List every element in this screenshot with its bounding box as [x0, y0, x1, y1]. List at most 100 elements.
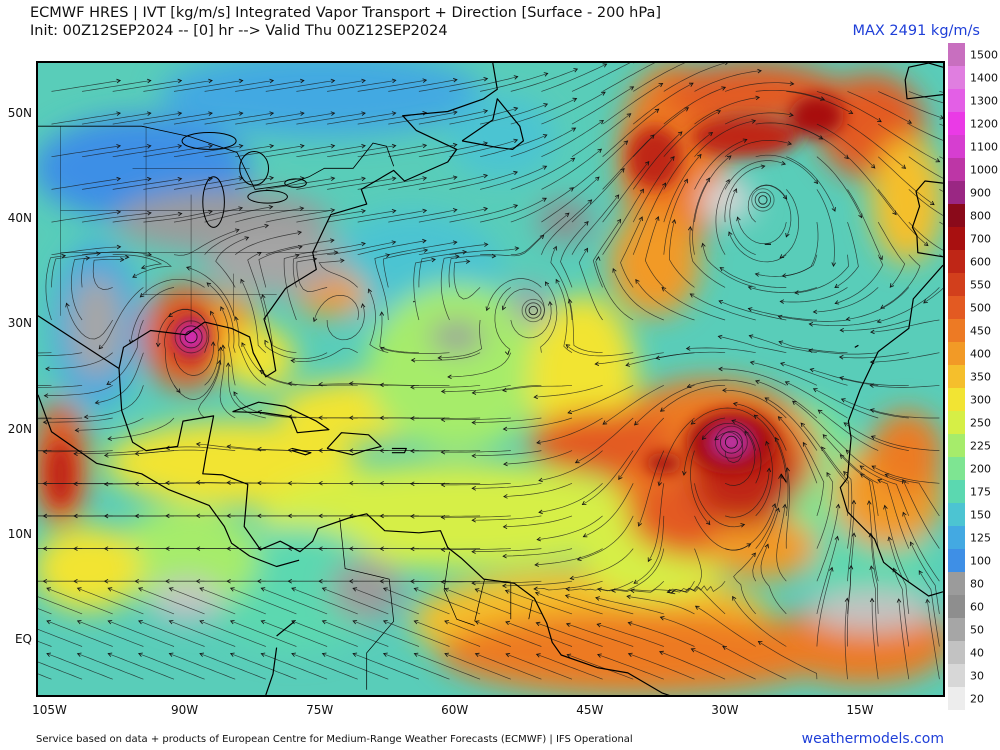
streamline [908, 156, 943, 179]
streamline [143, 145, 213, 158]
streamline-arrow [829, 566, 834, 572]
streamline [725, 468, 770, 518]
brand-link[interactable]: weathermodels.com [801, 731, 944, 747]
colorbar-swatch [948, 526, 965, 549]
extratropical-low-north-atlantic[interactable] [751, 188, 775, 212]
streamline-arrow [413, 620, 419, 625]
streamline-arrow [812, 309, 818, 315]
streamline-arrow [134, 451, 140, 456]
streamline-arrow [256, 513, 262, 519]
streamline [235, 145, 304, 158]
colorbar-tick: 500 [970, 301, 991, 314]
streamline [503, 548, 573, 557]
streamline [634, 384, 695, 426]
streamline [265, 112, 335, 125]
streamline [908, 221, 943, 251]
streamline-arrow [777, 416, 783, 421]
streamline-arrow [409, 448, 415, 454]
streamline-arrow [683, 178, 688, 184]
streamline-arrow [367, 288, 372, 294]
streamline [322, 587, 389, 615]
streamline [45, 352, 113, 370]
streamline [724, 112, 794, 125]
streamline [444, 653, 511, 680]
streamline-arrow [543, 72, 549, 77]
colorbar-swatch [948, 135, 965, 158]
great-lake [181, 132, 237, 150]
streamline-arrow [291, 620, 296, 625]
streamline [441, 548, 511, 550]
colorbar-swatch [948, 204, 965, 227]
streamline-arrow [138, 652, 143, 657]
streamline [755, 185, 792, 237]
streamline [569, 299, 603, 354]
streamline-arrow [587, 199, 593, 204]
streamline-arrow [226, 546, 231, 551]
streamline-arrow [629, 588, 635, 594]
streamline-arrow [379, 513, 384, 519]
streamline [571, 86, 634, 125]
cyclone-subtropical[interactable] [521, 298, 545, 323]
streamline [816, 504, 839, 582]
tropical-cyclone-central-atlantic[interactable] [714, 425, 748, 459]
streamline-arrow [229, 587, 235, 592]
streamline-arrow [870, 164, 876, 169]
streamline-arrow [594, 361, 600, 366]
storm-ring [719, 430, 743, 454]
colorbar-swatch [948, 158, 965, 181]
streamline-arrow [542, 134, 548, 139]
streamline-arrow [208, 78, 213, 84]
streamline-arrow [138, 620, 143, 625]
streamline-arrow [851, 499, 857, 505]
streamline [871, 598, 879, 680]
streamline [157, 308, 205, 347]
streamline-arrow [485, 306, 490, 312]
streamline-arrow [361, 144, 366, 149]
streamline [261, 587, 328, 615]
streamline-arrow [701, 435, 707, 441]
streamline [453, 260, 481, 300]
streamline-arrow [817, 409, 823, 414]
streamline-arrow [708, 131, 714, 137]
dry-region [150, 579, 223, 622]
streamline-arrow [851, 532, 857, 537]
streamline-arrow [391, 176, 397, 182]
streamline [51, 178, 121, 190]
streamline [494, 287, 512, 355]
colorbar-tick: 100 [970, 554, 991, 567]
streamline [441, 417, 511, 421]
coastline [854, 344, 859, 348]
streamline [659, 651, 726, 680]
streamline [570, 548, 634, 579]
streamline-arrow [565, 586, 570, 592]
streamline [472, 482, 542, 489]
streamline [847, 500, 855, 582]
streamline-arrow [716, 110, 722, 115]
streamline-arrow [422, 143, 428, 149]
streamline [694, 97, 760, 125]
streamline-arrow [107, 620, 113, 625]
streamline [658, 417, 695, 486]
colorbar-tick: 250 [970, 416, 991, 429]
streamline-arrow [42, 449, 48, 455]
streamline-arrow [694, 605, 700, 610]
hurricane-center-gulf[interactable] [174, 320, 208, 354]
coastline-layer [38, 63, 943, 695]
streamline-arrow [330, 144, 336, 149]
streamline [197, 347, 222, 419]
streamline [877, 156, 935, 205]
streamline [690, 293, 756, 321]
streamline-arrow [260, 652, 266, 657]
streamline [839, 377, 909, 386]
ivt-map-panel[interactable] [36, 61, 945, 697]
lon-label: 30W [711, 703, 739, 717]
streamline-arrow [655, 355, 661, 360]
streamline-arrow [848, 109, 854, 114]
streamline-arrow [422, 208, 428, 214]
streamline-arrow [452, 142, 458, 148]
colorbar-swatch [948, 66, 965, 89]
streamline-arrow [348, 415, 354, 421]
streamline [74, 450, 144, 455]
streamline [902, 512, 940, 582]
streamline [510, 157, 575, 190]
